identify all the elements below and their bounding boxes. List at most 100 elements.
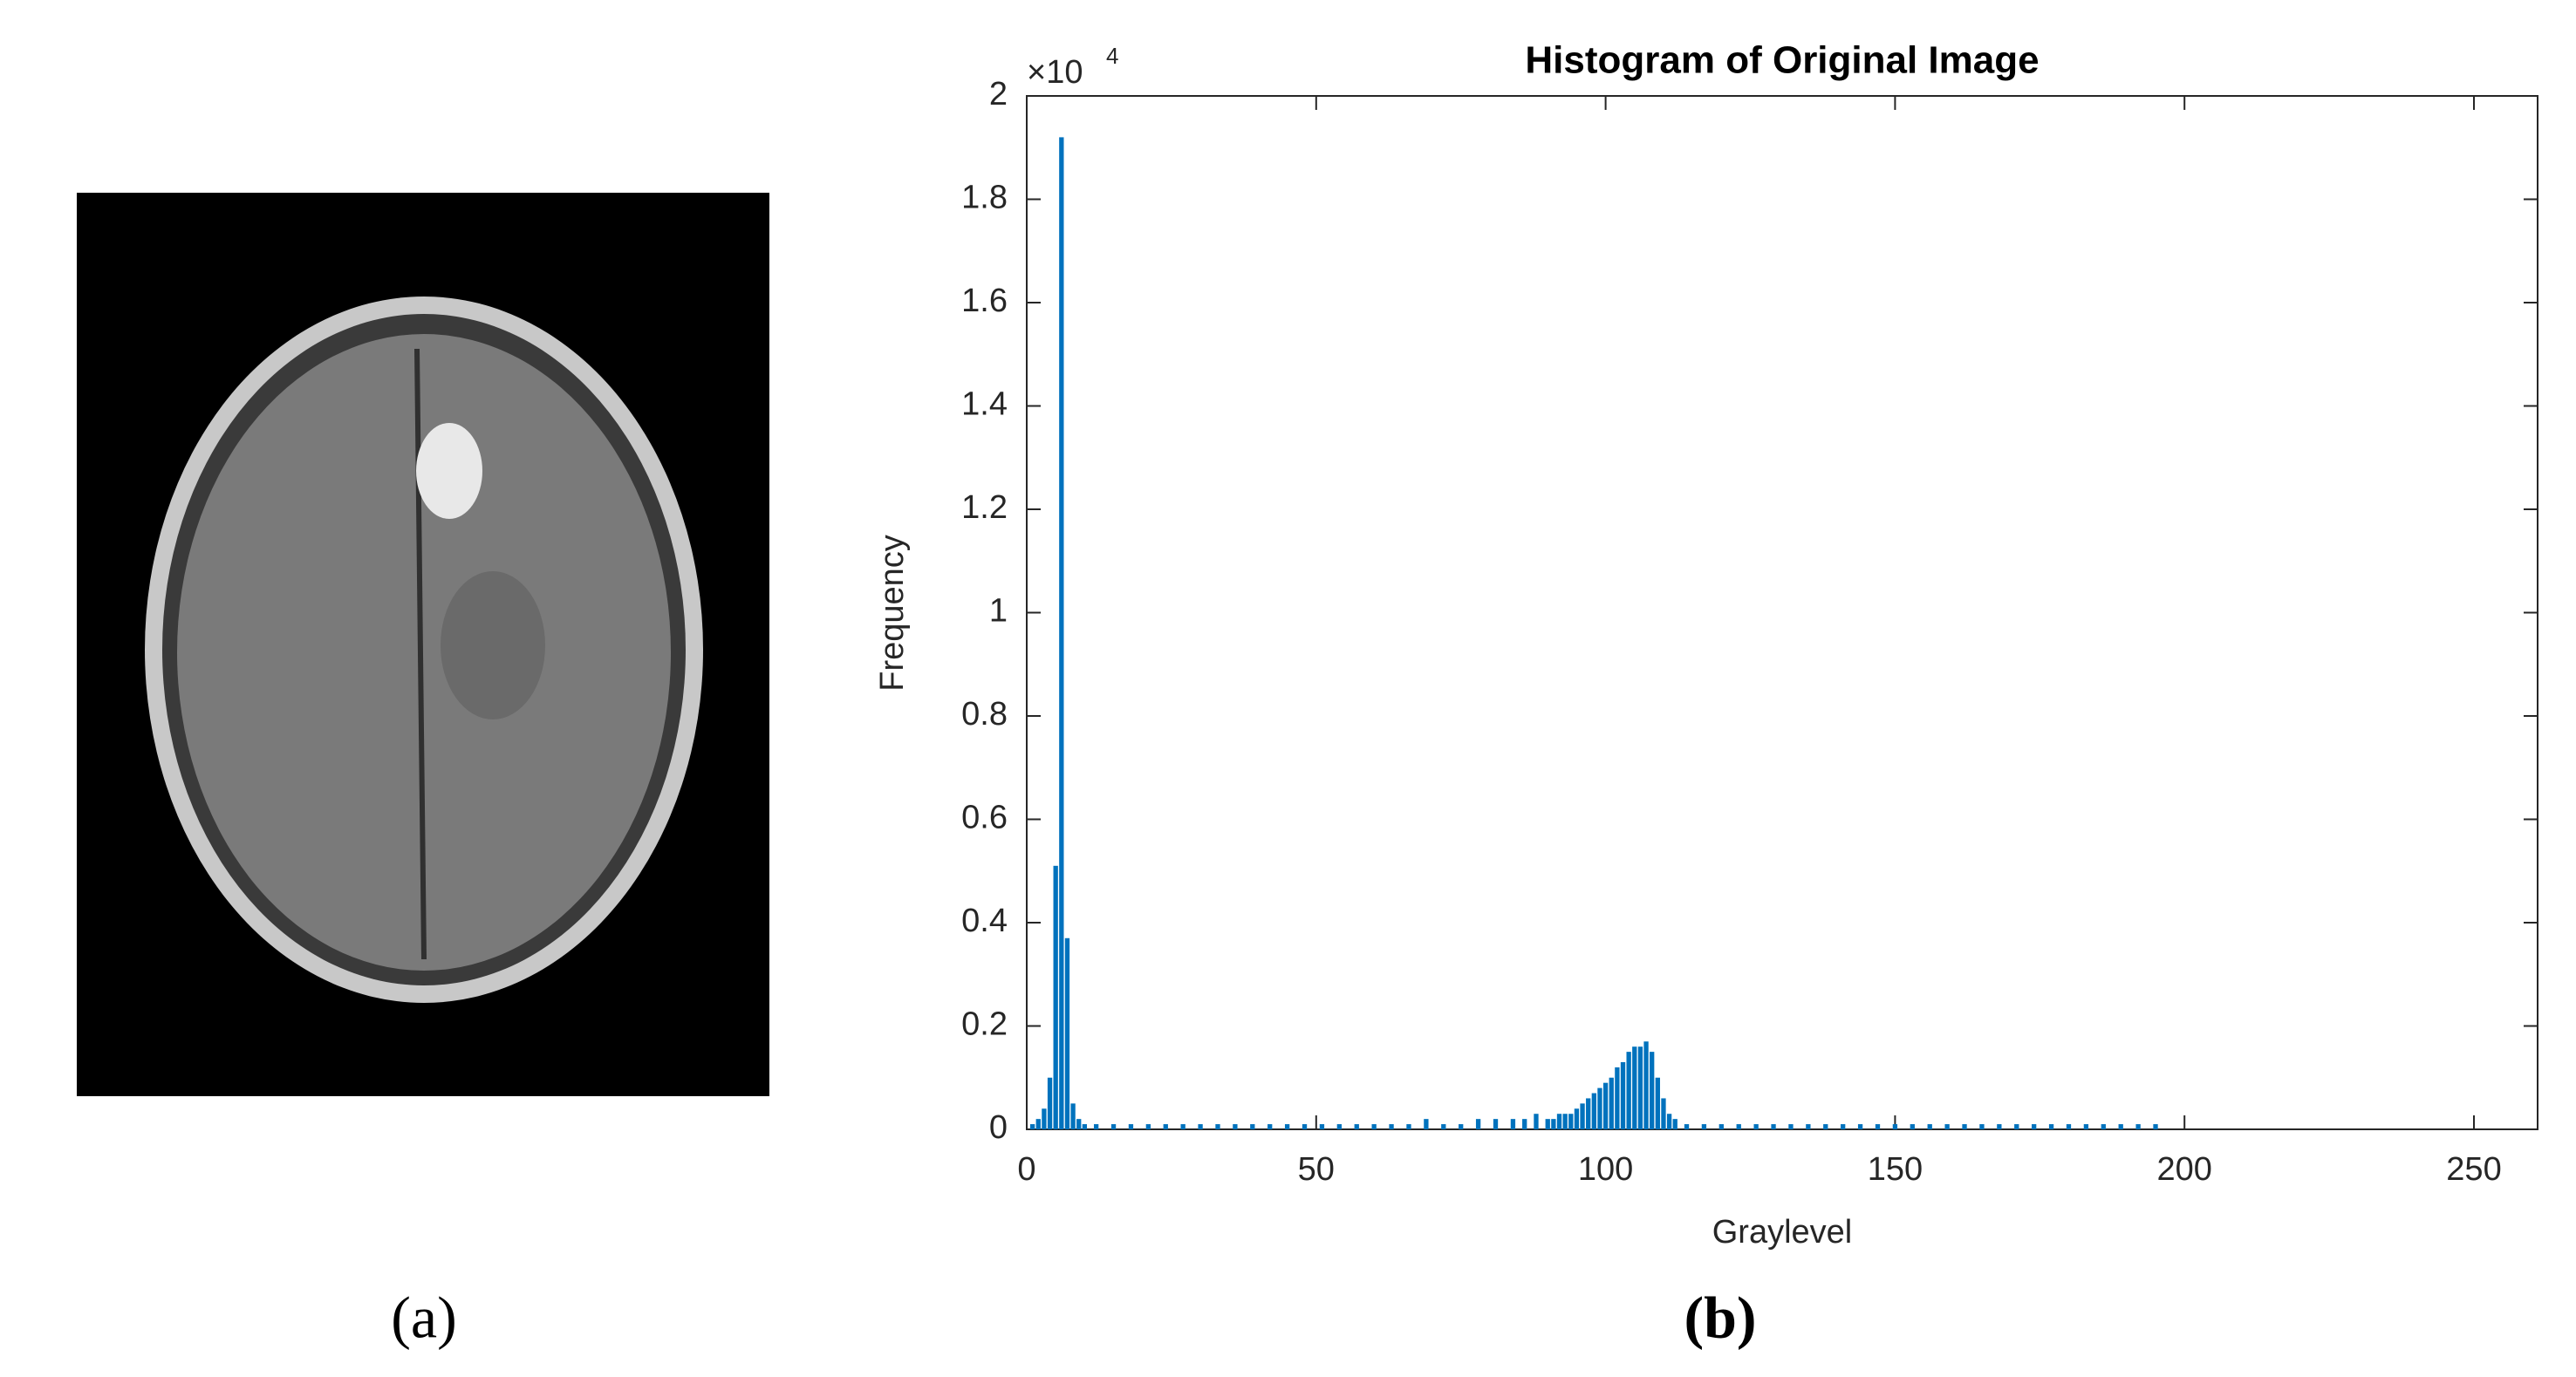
bar — [1997, 1124, 2002, 1129]
bar — [1545, 1119, 1550, 1129]
bar — [1302, 1124, 1308, 1129]
bar — [1522, 1119, 1527, 1129]
x-tick-label: 100 — [1578, 1151, 1633, 1188]
bar — [1661, 1098, 1666, 1129]
bar — [1823, 1124, 1828, 1129]
bar — [1875, 1124, 1881, 1129]
y-tick-label: 0 — [989, 1109, 1008, 1146]
bar — [1979, 1124, 1985, 1129]
bar — [1441, 1124, 1446, 1129]
y-tick-label: 2 — [989, 76, 1008, 112]
bar — [1082, 1124, 1088, 1129]
bar — [1064, 937, 1070, 1129]
y-axis-label: Frequency — [874, 535, 911, 692]
bar — [1070, 1103, 1076, 1129]
bar — [1597, 1087, 1602, 1129]
bar — [1389, 1124, 1394, 1129]
bar — [1424, 1119, 1429, 1129]
x-tick-label: 150 — [1868, 1151, 1923, 1188]
bar — [1128, 1124, 1134, 1129]
bar — [1753, 1124, 1759, 1129]
midline — [414, 348, 427, 960]
bar — [1892, 1124, 1898, 1129]
plot-box — [1026, 95, 2538, 1130]
bar — [1556, 1114, 1562, 1129]
bar — [1574, 1108, 1580, 1129]
bar — [1551, 1119, 1556, 1129]
bar — [1650, 1052, 1655, 1129]
bar — [1586, 1098, 1591, 1129]
bar — [1076, 1119, 1082, 1129]
lesion — [416, 423, 482, 519]
bar — [1406, 1124, 1411, 1129]
bar — [1666, 1114, 1672, 1129]
bar — [1053, 865, 1058, 1129]
panel-label: (a) — [391, 1285, 456, 1351]
bar — [1620, 1061, 1626, 1129]
x-tick-label: 250 — [2446, 1151, 2501, 1188]
y-tick-label: 0.2 — [961, 1006, 1008, 1043]
bar — [1319, 1124, 1325, 1129]
bar — [1602, 1082, 1609, 1129]
y-tick-label: 0.6 — [961, 800, 1008, 836]
bar — [2066, 1124, 2072, 1129]
bar — [1180, 1124, 1186, 1129]
bar — [1354, 1124, 1359, 1129]
bar — [1475, 1119, 1481, 1129]
bar — [1459, 1124, 1464, 1129]
bar — [1944, 1124, 1950, 1129]
bar — [1684, 1124, 1690, 1129]
bar — [1059, 137, 1064, 1129]
bar — [1580, 1103, 1585, 1129]
bar — [1718, 1124, 1724, 1129]
bar — [2083, 1124, 2089, 1129]
bar — [1371, 1124, 1377, 1129]
bar — [1637, 1046, 1643, 1129]
bar — [2135, 1124, 2141, 1129]
bar — [1198, 1124, 1203, 1129]
bar — [1857, 1124, 1863, 1129]
bar — [1591, 1093, 1596, 1129]
x-tick-label: 0 — [1017, 1151, 1035, 1188]
y-tick-label: 1.2 — [961, 489, 1008, 526]
bar — [1672, 1119, 1677, 1129]
bar — [1110, 1124, 1117, 1129]
bar — [1806, 1124, 1811, 1129]
panel-label: (b) — [1684, 1285, 1756, 1351]
bar — [1632, 1046, 1637, 1129]
bar — [1736, 1124, 1741, 1129]
bar — [1643, 1041, 1649, 1129]
bar — [1701, 1124, 1707, 1129]
x-axis-label: Graylevel — [1712, 1214, 1853, 1251]
y-tick-label: 0.4 — [961, 903, 1008, 939]
bar — [1035, 1119, 1041, 1129]
y-scale-base: ×10 — [1027, 54, 1083, 91]
bar — [1233, 1124, 1238, 1129]
bar — [1284, 1124, 1290, 1129]
bar — [1145, 1124, 1151, 1129]
y-tick-label: 0.8 — [961, 696, 1008, 733]
bar — [1962, 1124, 1967, 1129]
bar — [1626, 1052, 1631, 1129]
bar — [2118, 1124, 2123, 1129]
bar — [1788, 1124, 1794, 1129]
bar — [1510, 1119, 1516, 1129]
bar — [1250, 1124, 1255, 1129]
bar — [1655, 1077, 1660, 1129]
bar — [1047, 1077, 1053, 1129]
brain — [177, 334, 671, 971]
edema — [441, 571, 545, 719]
bar — [1609, 1077, 1614, 1129]
bar — [1615, 1067, 1620, 1129]
bar — [1215, 1124, 1220, 1129]
y-tick-label: 1.4 — [961, 386, 1008, 423]
bar — [1268, 1124, 1273, 1129]
bar — [1493, 1119, 1499, 1129]
y-tick-label: 1.6 — [961, 283, 1008, 319]
bar — [1910, 1124, 1915, 1129]
bar — [1042, 1108, 1047, 1129]
x-tick-label: 200 — [2157, 1151, 2212, 1188]
bar — [1336, 1124, 1342, 1129]
bar — [2101, 1124, 2106, 1129]
